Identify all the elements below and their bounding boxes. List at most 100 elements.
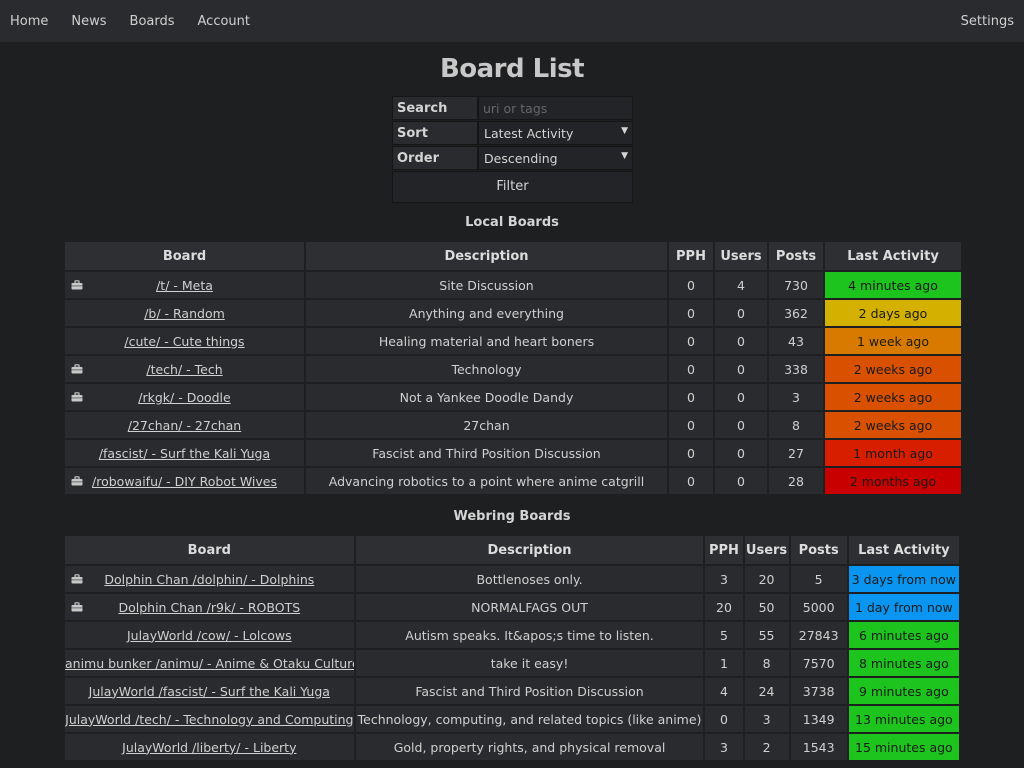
description-cell: Bottlenoses only. bbox=[355, 566, 704, 592]
board-link[interactable]: JulayWorld /liberty/ - Liberty bbox=[122, 739, 297, 755]
last-activity-cell: 2 months ago bbox=[825, 468, 961, 494]
nav-settings[interactable]: Settings bbox=[960, 13, 1014, 29]
users-cell: 50 bbox=[744, 594, 789, 620]
board-cell: JulayWorld /tech/ - Technology and Compu… bbox=[65, 706, 354, 732]
board-header[interactable]: Board bbox=[65, 242, 304, 270]
table-header-row: Board Description PPH Users Posts Last Activi… bbox=[65, 242, 961, 270]
briefcase-icon bbox=[71, 476, 83, 486]
board-cell: Dolphin Chan /dolphin/ - Dolphins bbox=[65, 566, 354, 592]
order-label: Order bbox=[392, 146, 478, 170]
last-activity-cell: 15 minutes ago bbox=[848, 734, 959, 760]
board-cell: JulayWorld /cow/ - Lolcows bbox=[65, 622, 354, 648]
users-cell: 0 bbox=[715, 412, 767, 438]
pph-header[interactable]: PPH bbox=[669, 242, 713, 270]
order-select[interactable]: Descending ▼ bbox=[478, 146, 633, 170]
board-cell: Dolphin Chan /r9k/ - ROBOTS bbox=[65, 594, 354, 620]
sort-select[interactable]: Latest Activity ▼ bbox=[478, 121, 633, 145]
pph-cell: 0 bbox=[669, 328, 713, 354]
users-cell: 2 bbox=[744, 734, 789, 760]
table-row: JulayWorld /fascist/ - Surf the Kali Yug… bbox=[65, 678, 959, 704]
board-link[interactable]: /fascist/ - Surf the Kali Yuga bbox=[98, 445, 271, 461]
nav-account[interactable]: Account bbox=[197, 13, 251, 29]
pph-cell: 0 bbox=[669, 384, 713, 410]
description-header[interactable]: Description bbox=[306, 242, 667, 270]
table-row: /b/ - Random Anything and everything 0 0 362… bbox=[65, 300, 961, 326]
top-navbar: Home News Boards Account Settings bbox=[0, 0, 1024, 42]
board-link[interactable]: Dolphin Chan /r9k/ - ROBOTS bbox=[118, 599, 301, 615]
board-cell: animu bunker /animu/ - Anime & Otaku Cul… bbox=[65, 650, 354, 676]
board-link[interactable]: /t/ - Meta bbox=[156, 277, 213, 293]
posts-cell: 5000 bbox=[790, 594, 847, 620]
webring-boards-heading: Webring Boards bbox=[453, 509, 571, 524]
board-link[interactable]: JulayWorld /fascist/ - Surf the Kali Yug… bbox=[88, 683, 330, 699]
pph-cell: 0 bbox=[669, 440, 713, 466]
last-activity-cell: 2 weeks ago bbox=[825, 412, 961, 438]
board-link[interactable]: /tech/ - Tech bbox=[146, 361, 223, 377]
table-row: Dolphin Chan /dolphin/ - Dolphins Bottlen… bbox=[65, 566, 959, 592]
board-link[interactable]: /rkgk/ - Doodle bbox=[138, 389, 231, 405]
description-cell: Technology bbox=[306, 356, 667, 382]
nav-links: Home News Boards Account bbox=[10, 14, 250, 29]
posts-header[interactable]: Posts bbox=[790, 536, 847, 564]
last-activity-cell: 3 days from now bbox=[848, 566, 959, 592]
description-cell: Healing material and heart boners bbox=[306, 328, 667, 354]
last-activity-cell: 4 minutes ago bbox=[825, 272, 961, 298]
description-cell: NORMALFAGS OUT bbox=[355, 594, 704, 620]
posts-cell: 7570 bbox=[790, 650, 847, 676]
table-row: /rkgk/ - Doodle Not a Yankee Doodle Dandy… bbox=[65, 384, 961, 410]
users-cell: 4 bbox=[715, 272, 767, 298]
nav-news[interactable]: News bbox=[71, 13, 107, 29]
nav-home[interactable]: Home bbox=[10, 13, 49, 29]
pph-cell: 3 bbox=[705, 566, 743, 592]
last-activity-cell: 2 weeks ago bbox=[825, 384, 961, 410]
table-row: JulayWorld /cow/ - Lolcows Autism speaks.… bbox=[65, 622, 959, 648]
board-cell: JulayWorld /fascist/ - Surf the Kali Yug… bbox=[65, 678, 354, 704]
board-link[interactable]: JulayWorld /tech/ - Technology and Compu… bbox=[65, 711, 354, 727]
page-title: Board List bbox=[439, 54, 585, 84]
briefcase-icon bbox=[71, 392, 83, 402]
description-cell: Not a Yankee Doodle Dandy bbox=[306, 384, 667, 410]
last-activity-cell: 8 minutes ago bbox=[848, 650, 959, 676]
board-cell: /cute/ - Cute things bbox=[65, 328, 304, 354]
filter-button[interactable]: Filter bbox=[392, 171, 633, 203]
board-cell: /tech/ - Tech bbox=[65, 356, 304, 382]
search-input[interactable]: uri or tags bbox=[478, 96, 633, 120]
users-cell: 0 bbox=[715, 468, 767, 494]
nav-boards[interactable]: Boards bbox=[129, 13, 175, 29]
users-cell: 0 bbox=[715, 328, 767, 354]
pph-cell: 3 bbox=[705, 734, 743, 760]
board-header[interactable]: Board bbox=[65, 536, 354, 564]
board-link[interactable]: animu bunker /animu/ - Anime & Otaku Cul… bbox=[65, 655, 354, 671]
pph-cell: 5 bbox=[705, 622, 743, 648]
board-link[interactable]: /robowaifu/ - DIY Robot Wives bbox=[92, 473, 277, 489]
users-cell: 0 bbox=[715, 300, 767, 326]
board-link[interactable]: /b/ - Random bbox=[144, 305, 225, 321]
posts-header[interactable]: Posts bbox=[769, 242, 823, 270]
description-header[interactable]: Description bbox=[355, 536, 704, 564]
last-activity-header[interactable]: Last Activity bbox=[848, 536, 959, 564]
table-row: /tech/ - Tech Technology 0 0 338 2 weeks ago bbox=[65, 356, 961, 382]
briefcase-icon bbox=[71, 574, 83, 584]
description-cell: Site Discussion bbox=[306, 272, 667, 298]
last-activity-header[interactable]: Last Activity bbox=[825, 242, 961, 270]
posts-cell: 3 bbox=[769, 384, 823, 410]
dropdown-arrow-icon: ▼ bbox=[621, 151, 628, 161]
users-header[interactable]: Users bbox=[744, 536, 789, 564]
users-cell: 0 bbox=[715, 384, 767, 410]
pph-cell: 1 bbox=[705, 650, 743, 676]
users-cell: 24 bbox=[744, 678, 789, 704]
board-link[interactable]: JulayWorld /cow/ - Lolcows bbox=[126, 627, 292, 643]
table-row: /robowaifu/ - DIY Robot Wives Advancing r… bbox=[65, 468, 961, 494]
description-cell: Autism speaks. It&apos;s time to listen. bbox=[355, 622, 704, 648]
board-link[interactable]: /27chan/ - 27chan bbox=[127, 417, 242, 433]
posts-cell: 1349 bbox=[790, 706, 847, 732]
pph-cell: 0 bbox=[669, 356, 713, 382]
pph-header[interactable]: PPH bbox=[705, 536, 743, 564]
board-link[interactable]: Dolphin Chan /dolphin/ - Dolphins bbox=[104, 571, 315, 587]
table-row: animu bunker /animu/ - Anime & Otaku Cul… bbox=[65, 650, 959, 676]
description-cell: Advancing robotics to a point where anim… bbox=[306, 468, 667, 494]
posts-cell: 730 bbox=[769, 272, 823, 298]
users-cell: 0 bbox=[715, 440, 767, 466]
board-link[interactable]: /cute/ - Cute things bbox=[124, 333, 245, 349]
users-header[interactable]: Users bbox=[715, 242, 767, 270]
